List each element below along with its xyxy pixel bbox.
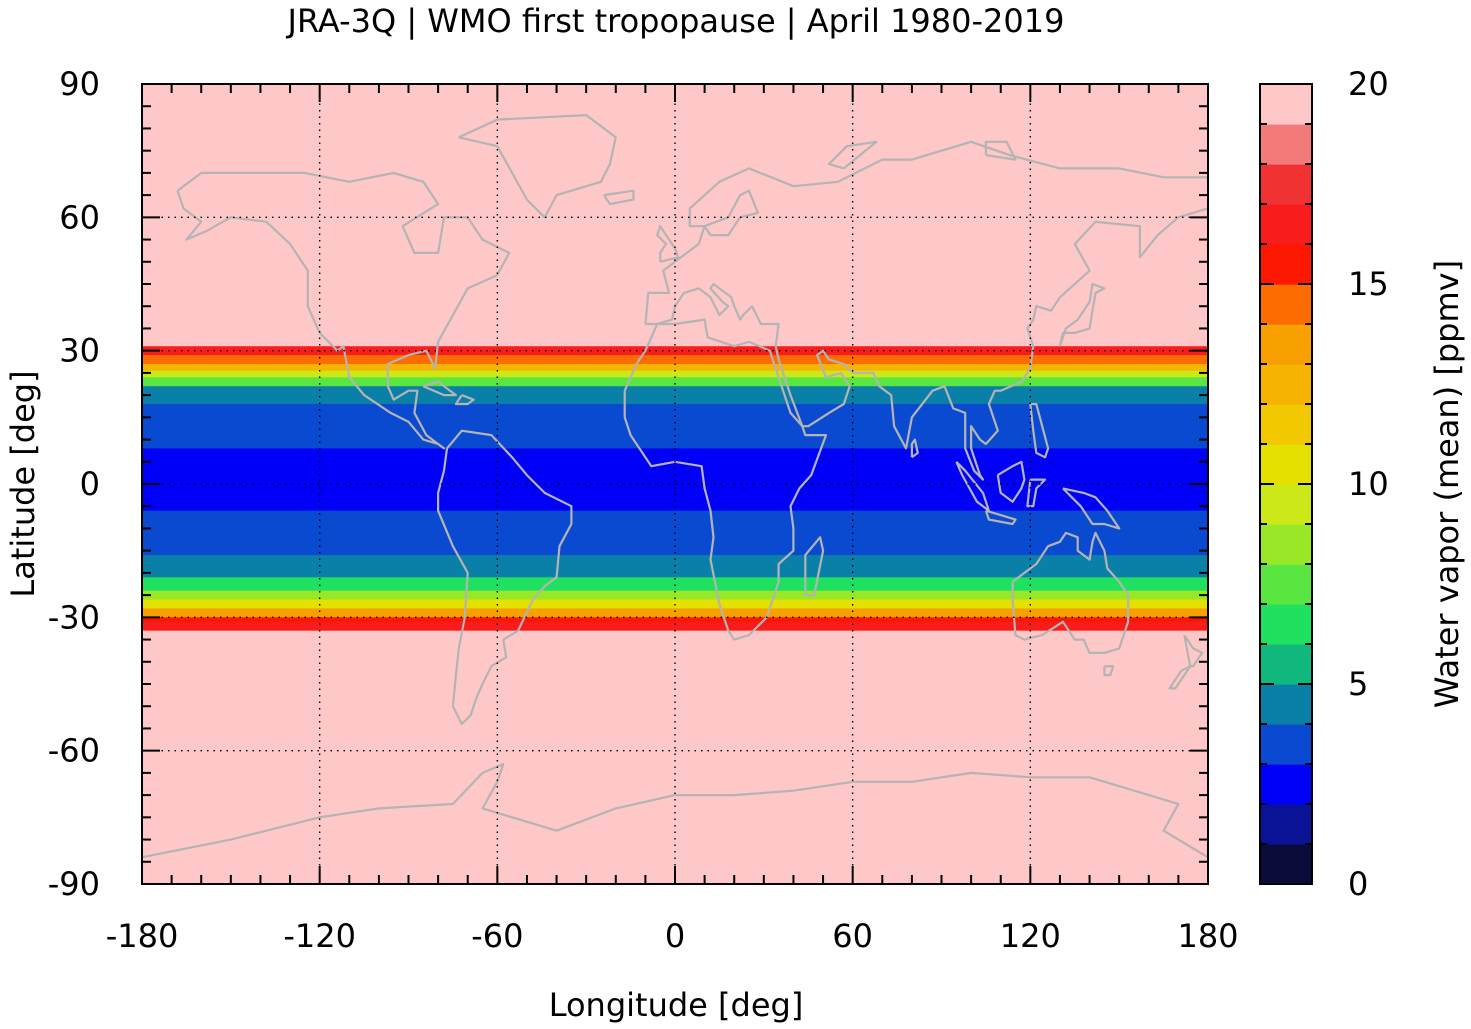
axis-ticks [141, 83, 1209, 885]
colorbar-tick-label: 5 [1348, 665, 1368, 703]
x-tick-label: -120 [283, 917, 356, 955]
colorbar-level [1260, 724, 1312, 765]
value-band [142, 608, 1208, 618]
coastline [703, 189, 759, 237]
plot-area [142, 84, 1208, 884]
colorbar-tick-label: 15 [1348, 265, 1389, 303]
x-tick-label: 120 [1000, 917, 1061, 955]
coastline [910, 438, 919, 459]
coastline [142, 762, 1208, 859]
y-tick-label: -90 [48, 865, 100, 903]
colorbar-level [1260, 244, 1312, 285]
coastline [454, 394, 475, 406]
coastline [1058, 282, 1106, 347]
x-tick-labels: -180 -120 -60 0 60 120 180 [106, 917, 1239, 955]
value-band [142, 386, 1208, 405]
coastline [602, 189, 635, 206]
colorbar-level [1260, 284, 1312, 325]
value-band [142, 577, 1208, 592]
y-tick-label: 30 [59, 332, 100, 370]
colorbar-tick-labels: 20 15 10 5 0 [1348, 65, 1389, 903]
colorbar-level [1260, 364, 1312, 405]
coastline [984, 509, 1017, 526]
value-band [142, 364, 1208, 372]
value-band [142, 590, 1208, 601]
value-band [142, 630, 1208, 884]
y-axis-label: Latitude [deg] [4, 370, 42, 597]
colorbar-level [1260, 644, 1312, 685]
y-tick-label: 90 [59, 65, 100, 103]
colorbar-tick-label: 10 [1348, 465, 1389, 503]
colorbar-tick-label: 20 [1348, 65, 1389, 103]
value-band [142, 370, 1208, 378]
colorbar-level [1260, 444, 1312, 485]
x-tick-label: -60 [471, 917, 523, 955]
value-band [142, 555, 1208, 578]
y-tick-label: 0 [80, 465, 100, 503]
coastline [984, 140, 1017, 161]
coastline [458, 114, 617, 219]
coastline [827, 140, 878, 170]
colorbar-level [1260, 324, 1312, 365]
colorbar-level [1260, 124, 1312, 165]
colorbar [1260, 84, 1312, 885]
colorbar-level [1260, 684, 1312, 725]
x-tick-label: 180 [1177, 917, 1238, 955]
coastline [623, 318, 828, 641]
colorbar-level [1260, 164, 1312, 205]
coastline [1011, 531, 1130, 654]
y-tick-label: -60 [48, 732, 100, 770]
value-band [142, 617, 1208, 623]
coastline [1026, 478, 1047, 508]
colorbar-level [1260, 524, 1312, 565]
value-band [142, 621, 1208, 632]
coastline [656, 225, 680, 263]
coastlines [142, 114, 1208, 859]
coastline [176, 171, 511, 450]
x-tick-label: 60 [832, 917, 873, 955]
value-band [142, 355, 1208, 365]
colorbar-tick-label: 0 [1348, 865, 1368, 903]
grid-lines [142, 84, 1208, 884]
coastline [437, 429, 573, 726]
coastline [1103, 665, 1115, 677]
coastline [1183, 634, 1204, 668]
x-tick-label: -180 [106, 917, 179, 955]
colorbar-ticks [1260, 83, 1312, 885]
coastline [1062, 487, 1121, 530]
coastline [645, 207, 1208, 481]
coastline [1168, 665, 1192, 690]
colorbar-level [1260, 804, 1312, 845]
x-tick-label: 0 [665, 917, 685, 955]
colorbar-level [1260, 484, 1312, 525]
y-tick-label: 60 [59, 198, 100, 236]
coastline [422, 380, 457, 397]
colorbar-level [1260, 564, 1312, 605]
colorbar-level [1260, 84, 1312, 125]
y-tick-label: -30 [48, 598, 100, 636]
coastline [804, 536, 825, 597]
colorbar-level [1260, 764, 1312, 805]
colorbar-level [1260, 604, 1312, 645]
colorbar-label: Water vapor (mean) [ppmv] [1428, 260, 1466, 708]
coastline [1029, 402, 1050, 459]
colorbar-level [1260, 844, 1312, 885]
value-band [142, 448, 1208, 512]
coastline [644, 140, 1208, 325]
coastline [996, 460, 1026, 503]
value-band [142, 377, 1208, 387]
x-axis-label: Longitude [deg] [549, 986, 804, 1024]
colorbar-level [1260, 404, 1312, 445]
chart-title: JRA-3Q | WMO first tropopause | April 19… [286, 2, 1065, 40]
y-tick-labels: 90 60 30 0 -30 -60 -90 [48, 65, 100, 903]
colorbar-level [1260, 204, 1312, 245]
